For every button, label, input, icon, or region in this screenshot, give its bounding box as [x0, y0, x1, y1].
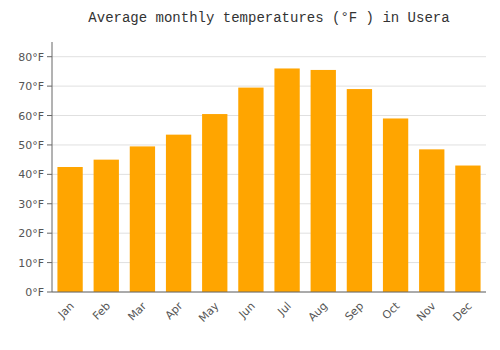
y-tick [47, 262, 52, 263]
y-tick-label: 80°F [18, 51, 44, 64]
x-tick-label: Apr [163, 299, 186, 322]
y-tick [47, 174, 52, 175]
y-axis: 0°F 10°F 20°F 30°F 40°F 50°F 60°F 70°F 80°F [18, 42, 52, 299]
x-tick-label: Nov [414, 299, 439, 324]
title: Average monthly temperatures (°F ) in Us… [88, 10, 449, 26]
x-tick-label: Aug [306, 300, 330, 324]
y-tick-label: 30°F [18, 198, 44, 211]
x-tick-label: Jan [55, 300, 77, 322]
bar [238, 88, 263, 292]
y-tick-label: 0°F [25, 286, 44, 299]
x-tick-label: Sep [342, 300, 366, 324]
x-tick-label: Jun [236, 300, 258, 322]
bar [274, 68, 299, 292]
y-tick-label: 40°F [18, 168, 44, 181]
bar [202, 114, 227, 292]
bar [166, 135, 191, 292]
grid-line [52, 292, 486, 293]
chart-container: Average monthly temperatures (°F ) in Us… [0, 0, 500, 350]
y-tick-label: 50°F [18, 139, 44, 152]
chart-svg: Average monthly temperatures (°F ) in Us… [0, 0, 500, 350]
y-tick-label: 70°F [18, 80, 44, 93]
y-tick [47, 233, 52, 234]
y-tick [47, 292, 52, 293]
x-tick-label: May [196, 299, 222, 325]
x-tick-label: Oct [380, 299, 403, 322]
y-tick [47, 144, 52, 145]
bar [347, 89, 372, 292]
y-tick [47, 203, 52, 204]
bar [383, 118, 408, 292]
x-tick-label: Mar [125, 299, 149, 323]
grid-line [52, 144, 486, 145]
y-tick-label: 20°F [18, 227, 44, 240]
grid-line [52, 115, 486, 116]
bar [419, 149, 444, 292]
bar [94, 160, 119, 292]
x-tick-label: Feb [90, 300, 113, 323]
y-axis-line [52, 42, 53, 292]
bar [130, 146, 155, 292]
bar [455, 166, 480, 292]
x-axis-line [52, 292, 486, 293]
y-tick [47, 86, 52, 87]
grid [52, 57, 486, 292]
background [0, 0, 500, 350]
grid-line [52, 86, 486, 87]
x-tick-label: Jul [275, 300, 294, 319]
grid-line [52, 56, 486, 57]
bar [311, 70, 336, 292]
x-axis: Jan Feb Mar Apr May Jun Jul Aug Sep Oct Nov Dec [52, 292, 486, 325]
x-tick-label: Dec [450, 300, 474, 324]
bar [57, 167, 82, 292]
y-tick [47, 56, 52, 57]
y-tick-label: 10°F [18, 257, 44, 270]
bars [57, 68, 480, 292]
y-tick-label: 60°F [18, 110, 44, 123]
y-tick [47, 115, 52, 116]
